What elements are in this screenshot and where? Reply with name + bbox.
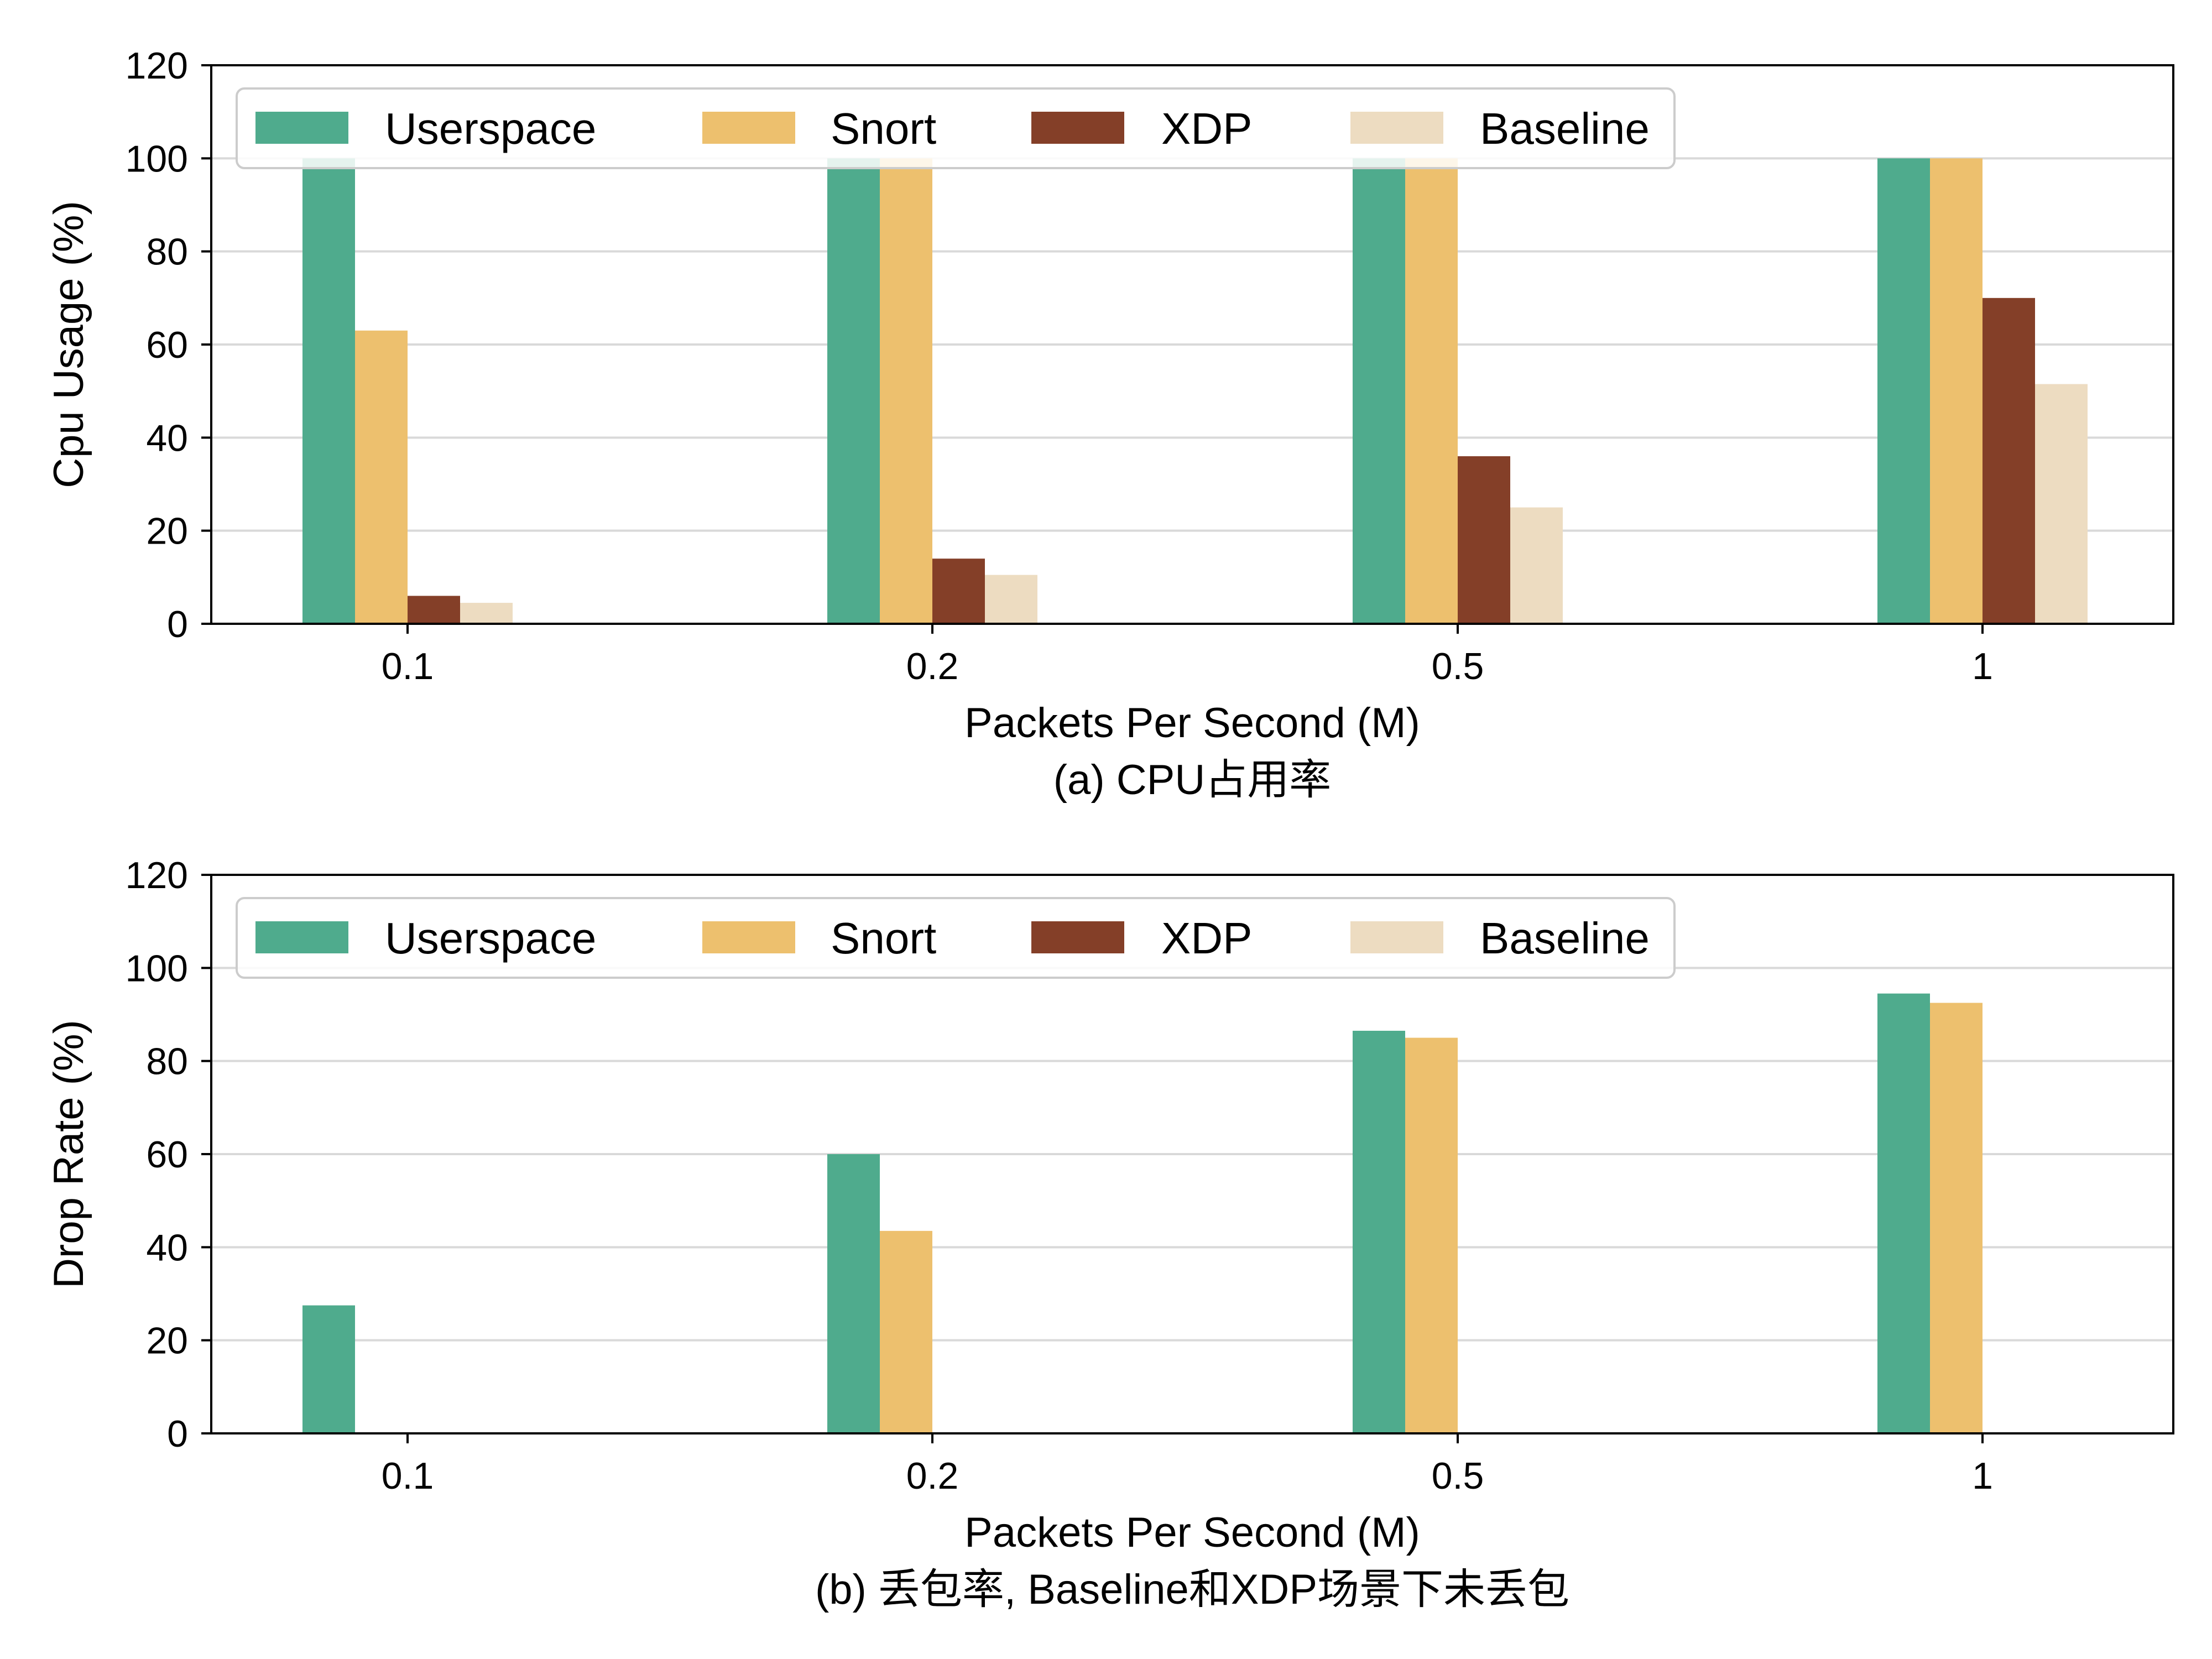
y-tick-label: 0 xyxy=(167,1413,188,1455)
bar-userspace-0.1 xyxy=(302,158,355,624)
y-tick-label: 40 xyxy=(146,417,188,459)
legend-swatch-baseline xyxy=(1350,112,1443,144)
x-tick-label: 1 xyxy=(1972,645,1993,687)
y-tick-label: 20 xyxy=(146,1320,188,1362)
panel-caption: (b) 丢包率, Baseline和XDP场景下未丢包 xyxy=(815,1566,1569,1613)
x-tick-label: 0.1 xyxy=(382,645,434,687)
x-axis-label: Packets Per Second (M) xyxy=(964,700,1420,747)
legend-label-baseline: Baseline xyxy=(1480,104,1650,153)
bar-snort-0.5 xyxy=(1405,158,1458,624)
legend-swatch-snort xyxy=(702,921,795,953)
bar-baseline-0.2 xyxy=(985,575,1037,624)
y-tick-label: 80 xyxy=(146,1041,188,1083)
legend: Userspace Snort XDP Baseline xyxy=(236,897,1676,979)
bar-xdp-0.1 xyxy=(408,596,460,624)
bar-userspace-0.2 xyxy=(827,1154,880,1433)
y-tick-label: 0 xyxy=(167,603,188,645)
x-tick-label: 0.2 xyxy=(906,1455,959,1497)
bar-snort-0.1 xyxy=(355,330,408,624)
bar-xdp-0.5 xyxy=(1458,456,1510,624)
y-tick-label: 40 xyxy=(146,1227,188,1269)
y-tick-label: 60 xyxy=(146,324,188,366)
x-tick-label: 0.1 xyxy=(382,1455,434,1497)
y-axis-label: Cpu Usage (%) xyxy=(45,201,92,488)
bar-userspace-0.1 xyxy=(302,1305,355,1433)
legend-box xyxy=(236,897,1676,979)
legend-label-userspace: Userspace xyxy=(385,104,596,153)
legend-swatch-baseline xyxy=(1350,921,1443,953)
legend-label-baseline: Baseline xyxy=(1480,914,1650,963)
x-axis-label: Packets Per Second (M) xyxy=(964,1509,1420,1556)
y-tick-label: 120 xyxy=(126,45,188,87)
bar-userspace-1 xyxy=(1877,993,1930,1433)
legend-swatch-snort xyxy=(702,112,795,144)
legend-swatch-xdp xyxy=(1031,921,1124,953)
legend-label-userspace: Userspace xyxy=(385,914,596,963)
bar-userspace-0.2 xyxy=(827,158,880,624)
bar-baseline-1 xyxy=(2035,384,2088,624)
legend-box xyxy=(236,87,1676,169)
legend-swatch-xdp xyxy=(1031,112,1124,144)
x-tick-label: 0.5 xyxy=(1432,645,1484,687)
bar-snort-0.2 xyxy=(880,158,932,624)
bar-baseline-0.5 xyxy=(1510,507,1563,624)
chart-panel-a: 0 20 40 60 80 100 120 0.1 0.2 0.5 1 Packets Per Sec… xyxy=(45,45,2174,804)
bar-userspace-1 xyxy=(1877,158,1930,624)
y-tick-label: 100 xyxy=(126,947,188,989)
bar-snort-1 xyxy=(1930,1003,1983,1433)
bar-snort-0.2 xyxy=(880,1230,932,1433)
y-tick-label: 20 xyxy=(146,510,188,552)
y-tick-label: 80 xyxy=(146,231,188,273)
legend-label-xdp: XDP xyxy=(1161,104,1253,153)
bar-snort-1 xyxy=(1930,158,1983,624)
y-tick-label: 60 xyxy=(146,1134,188,1176)
legend: Userspace Snort XDP Baseline xyxy=(236,87,1676,169)
y-tick-label: 120 xyxy=(126,854,188,896)
x-tick-label: 0.2 xyxy=(906,645,959,687)
x-tick-label: 1 xyxy=(1972,1455,1993,1497)
bar-xdp-0.2 xyxy=(932,559,985,624)
bar-baseline-0.1 xyxy=(460,603,513,624)
chart-panel-b: 0 20 40 60 80 100 120 0.1 0.2 0.5 1 Packets Per Sec… xyxy=(45,854,2174,1613)
bar-snort-0.5 xyxy=(1405,1037,1458,1433)
y-axis-label: Drop Rate (%) xyxy=(45,1020,92,1288)
bar-xdp-1 xyxy=(1983,298,2035,624)
legend-swatch-userspace xyxy=(255,921,348,953)
bar-userspace-0.5 xyxy=(1353,158,1405,624)
bar-userspace-0.5 xyxy=(1353,1030,1405,1433)
y-tick-label: 100 xyxy=(126,138,188,180)
panel-caption: (a) CPU占用率 xyxy=(1053,757,1331,804)
legend-label-snort: Snort xyxy=(831,914,936,963)
x-tick-label: 0.5 xyxy=(1432,1455,1484,1497)
legend-label-snort: Snort xyxy=(831,104,936,153)
legend-swatch-userspace xyxy=(255,112,348,144)
legend-label-xdp: XDP xyxy=(1161,914,1253,963)
